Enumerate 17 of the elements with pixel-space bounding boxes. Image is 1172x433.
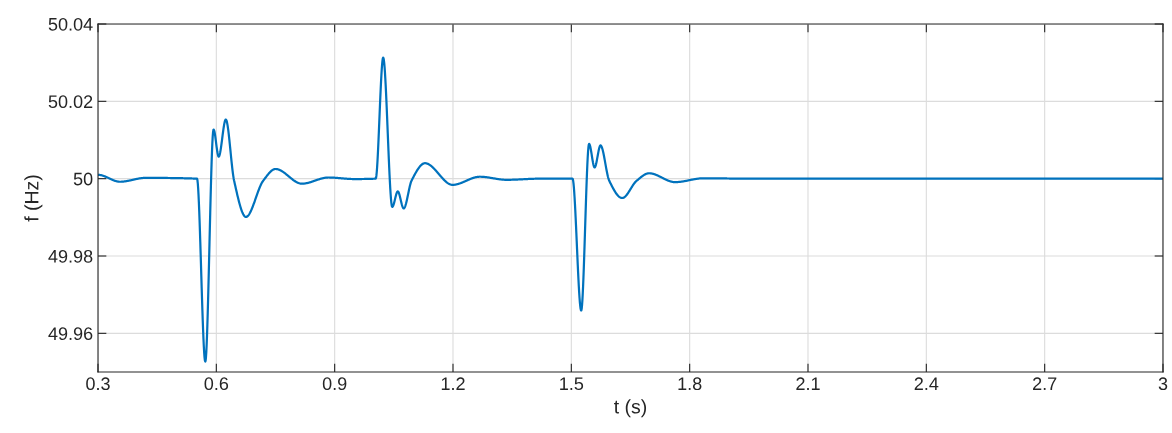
x-tick-label: 2.4 (914, 377, 939, 390)
x-tick-label: 2.7 (1033, 377, 1057, 390)
x-tick-label: 1.2 (441, 377, 465, 390)
x-tick-label: 0.9 (322, 377, 347, 391)
x-tick-label: 3 (1158, 377, 1168, 391)
x-tick-label: 0.3 (86, 377, 110, 391)
y-tick-label: 50.04 (48, 17, 93, 31)
y-tick-label: 50.02 (48, 95, 93, 109)
y-tick-label: 49.98 (48, 249, 93, 263)
x-tick-label: 1.5 (560, 377, 584, 391)
y-axis-title: f (Hz) (24, 175, 43, 222)
x-tick-label: 1.8 (678, 377, 702, 391)
x-axis-title: t (s) (614, 399, 647, 418)
x-tick-label: 2.1 (796, 377, 820, 390)
y-tick-label: 49.96 (48, 327, 93, 341)
x-tick-label: 0.6 (204, 377, 229, 391)
y-tick-label: 50 (73, 172, 93, 186)
